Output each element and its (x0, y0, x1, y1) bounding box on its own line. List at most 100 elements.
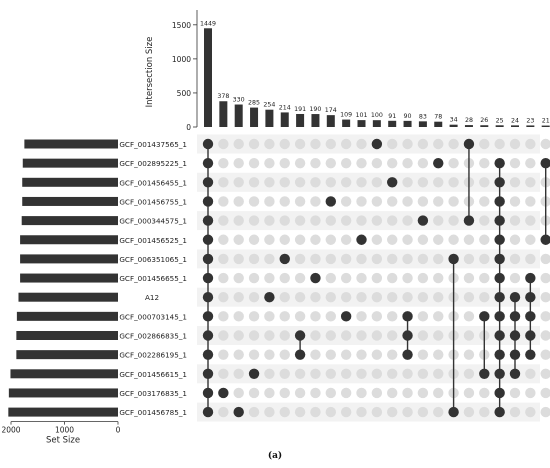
intersection-bar (403, 120, 412, 127)
matrix-dot-empty (310, 234, 321, 245)
matrix-dot-filled (325, 196, 336, 207)
matrix-dot-filled (202, 406, 214, 418)
matrix-dot-empty (371, 215, 383, 226)
matrix-dot-empty (448, 177, 459, 188)
intersection-bar (296, 113, 305, 127)
matrix-dot-empty (248, 272, 260, 284)
set-size-axis: 2000 1000 0 (1, 421, 121, 435)
matrix-dot-empty (371, 330, 383, 341)
matrix-dot-empty (417, 368, 429, 379)
matrix-dot-empty (509, 196, 521, 207)
matrix-dot-empty (248, 234, 260, 245)
matrix-dot-empty (340, 215, 352, 226)
matrix-dot-empty (218, 330, 229, 341)
intersection-bar (219, 101, 228, 127)
matrix-dot-empty (525, 387, 536, 399)
intersection-matrix (202, 138, 550, 418)
matrix-dot-filled (494, 292, 505, 303)
matrix-dot-empty (356, 272, 367, 284)
matrix-dot-empty (433, 177, 444, 188)
matrix-dot-empty (387, 234, 398, 245)
matrix-dot-empty (525, 215, 536, 226)
matrix-dot-empty (248, 292, 260, 303)
matrix-dot-empty (310, 368, 321, 379)
matrix-dot-filled (371, 138, 383, 150)
matrix-dot-empty (387, 138, 398, 150)
intersection-bar (342, 119, 351, 127)
matrix-dot-empty (371, 349, 383, 360)
matrix-dot-empty (233, 272, 244, 284)
intersection-value-label: 109 (340, 112, 352, 119)
matrix-dot-empty (402, 196, 413, 207)
set-name-label: GCF_003176835_1 (119, 389, 187, 398)
matrix-dot-empty (356, 253, 367, 265)
matrix-dot-filled (463, 215, 475, 226)
matrix-dot-empty (279, 406, 290, 418)
matrix-dot-empty (402, 406, 413, 418)
matrix-dot-empty (279, 349, 290, 360)
matrix-dot-empty (233, 138, 244, 150)
intersection-bar (526, 125, 535, 127)
matrix-dot-empty (264, 215, 275, 226)
matrix-dot-filled (294, 349, 306, 360)
intersection-value-label: 25 (496, 117, 504, 124)
matrix-dot-empty (264, 330, 275, 341)
intersection-value-label: 90 (404, 113, 412, 120)
matrix-dot-filled (509, 349, 521, 360)
matrix-dot-empty (340, 330, 352, 341)
matrix-dot-empty (264, 272, 275, 284)
matrix-dot-empty (310, 253, 321, 265)
intersection-value-label: 254 (263, 102, 275, 109)
matrix-dot-empty (371, 272, 383, 284)
matrix-dot-empty (540, 406, 550, 418)
set-size-bar (20, 273, 118, 283)
set-size-axis-tick-label: 0 (116, 426, 121, 435)
matrix-dot-empty (356, 215, 367, 226)
matrix-dot-empty (325, 311, 336, 322)
matrix-dot-empty (525, 138, 536, 150)
set-name-label: GCF_000703145_1 (119, 312, 187, 321)
matrix-dot-filled (402, 349, 413, 360)
matrix-dot-filled (509, 292, 521, 303)
intersection-value-label: 34 (450, 117, 458, 124)
matrix-dot-empty (248, 387, 260, 399)
intersection-value-label: 1449 (200, 20, 216, 27)
matrix-dot-empty (509, 177, 521, 188)
matrix-dot-empty (279, 292, 290, 303)
intersection-value-label: 190 (309, 106, 321, 113)
intersection-bar (418, 121, 427, 127)
matrix-dot-empty (356, 177, 367, 188)
matrix-dot-empty (402, 234, 413, 245)
matrix-dot-empty (264, 406, 275, 418)
matrix-dot-empty (294, 196, 306, 207)
matrix-dot-empty (325, 272, 336, 284)
matrix-dot-empty (387, 330, 398, 341)
matrix-dot-filled (356, 234, 367, 245)
intersection-bars (204, 28, 550, 128)
matrix-dot-empty (433, 138, 444, 150)
matrix-dot-filled (202, 177, 214, 188)
matrix-dot-empty (310, 215, 321, 226)
matrix-dot-empty (433, 215, 444, 226)
matrix-dot-empty (417, 272, 429, 284)
matrix-dot-filled (433, 157, 444, 169)
matrix-dot-filled (494, 368, 505, 379)
matrix-dot-empty (448, 215, 459, 226)
matrix-dot-empty (264, 234, 275, 245)
matrix-dot-empty (540, 349, 550, 360)
matrix-dot-filled (525, 272, 536, 284)
intersection-value-label: 23 (526, 117, 534, 124)
matrix-dot-empty (325, 292, 336, 303)
matrix-dot-filled (202, 234, 214, 245)
set-name-label: A12 (145, 293, 159, 302)
matrix-dot-empty (248, 349, 260, 360)
set-size-axis-tick-label: 1000 (55, 426, 74, 435)
matrix-dot-empty (402, 253, 413, 265)
matrix-dot-filled (202, 157, 214, 169)
matrix-dot-empty (248, 330, 260, 341)
matrix-dot-empty (402, 368, 413, 379)
matrix-dot-empty (233, 253, 244, 265)
matrix-dot-filled (525, 311, 536, 322)
matrix-dot-empty (264, 138, 275, 150)
set-name-label: GCF_001456785_1 (119, 408, 187, 417)
